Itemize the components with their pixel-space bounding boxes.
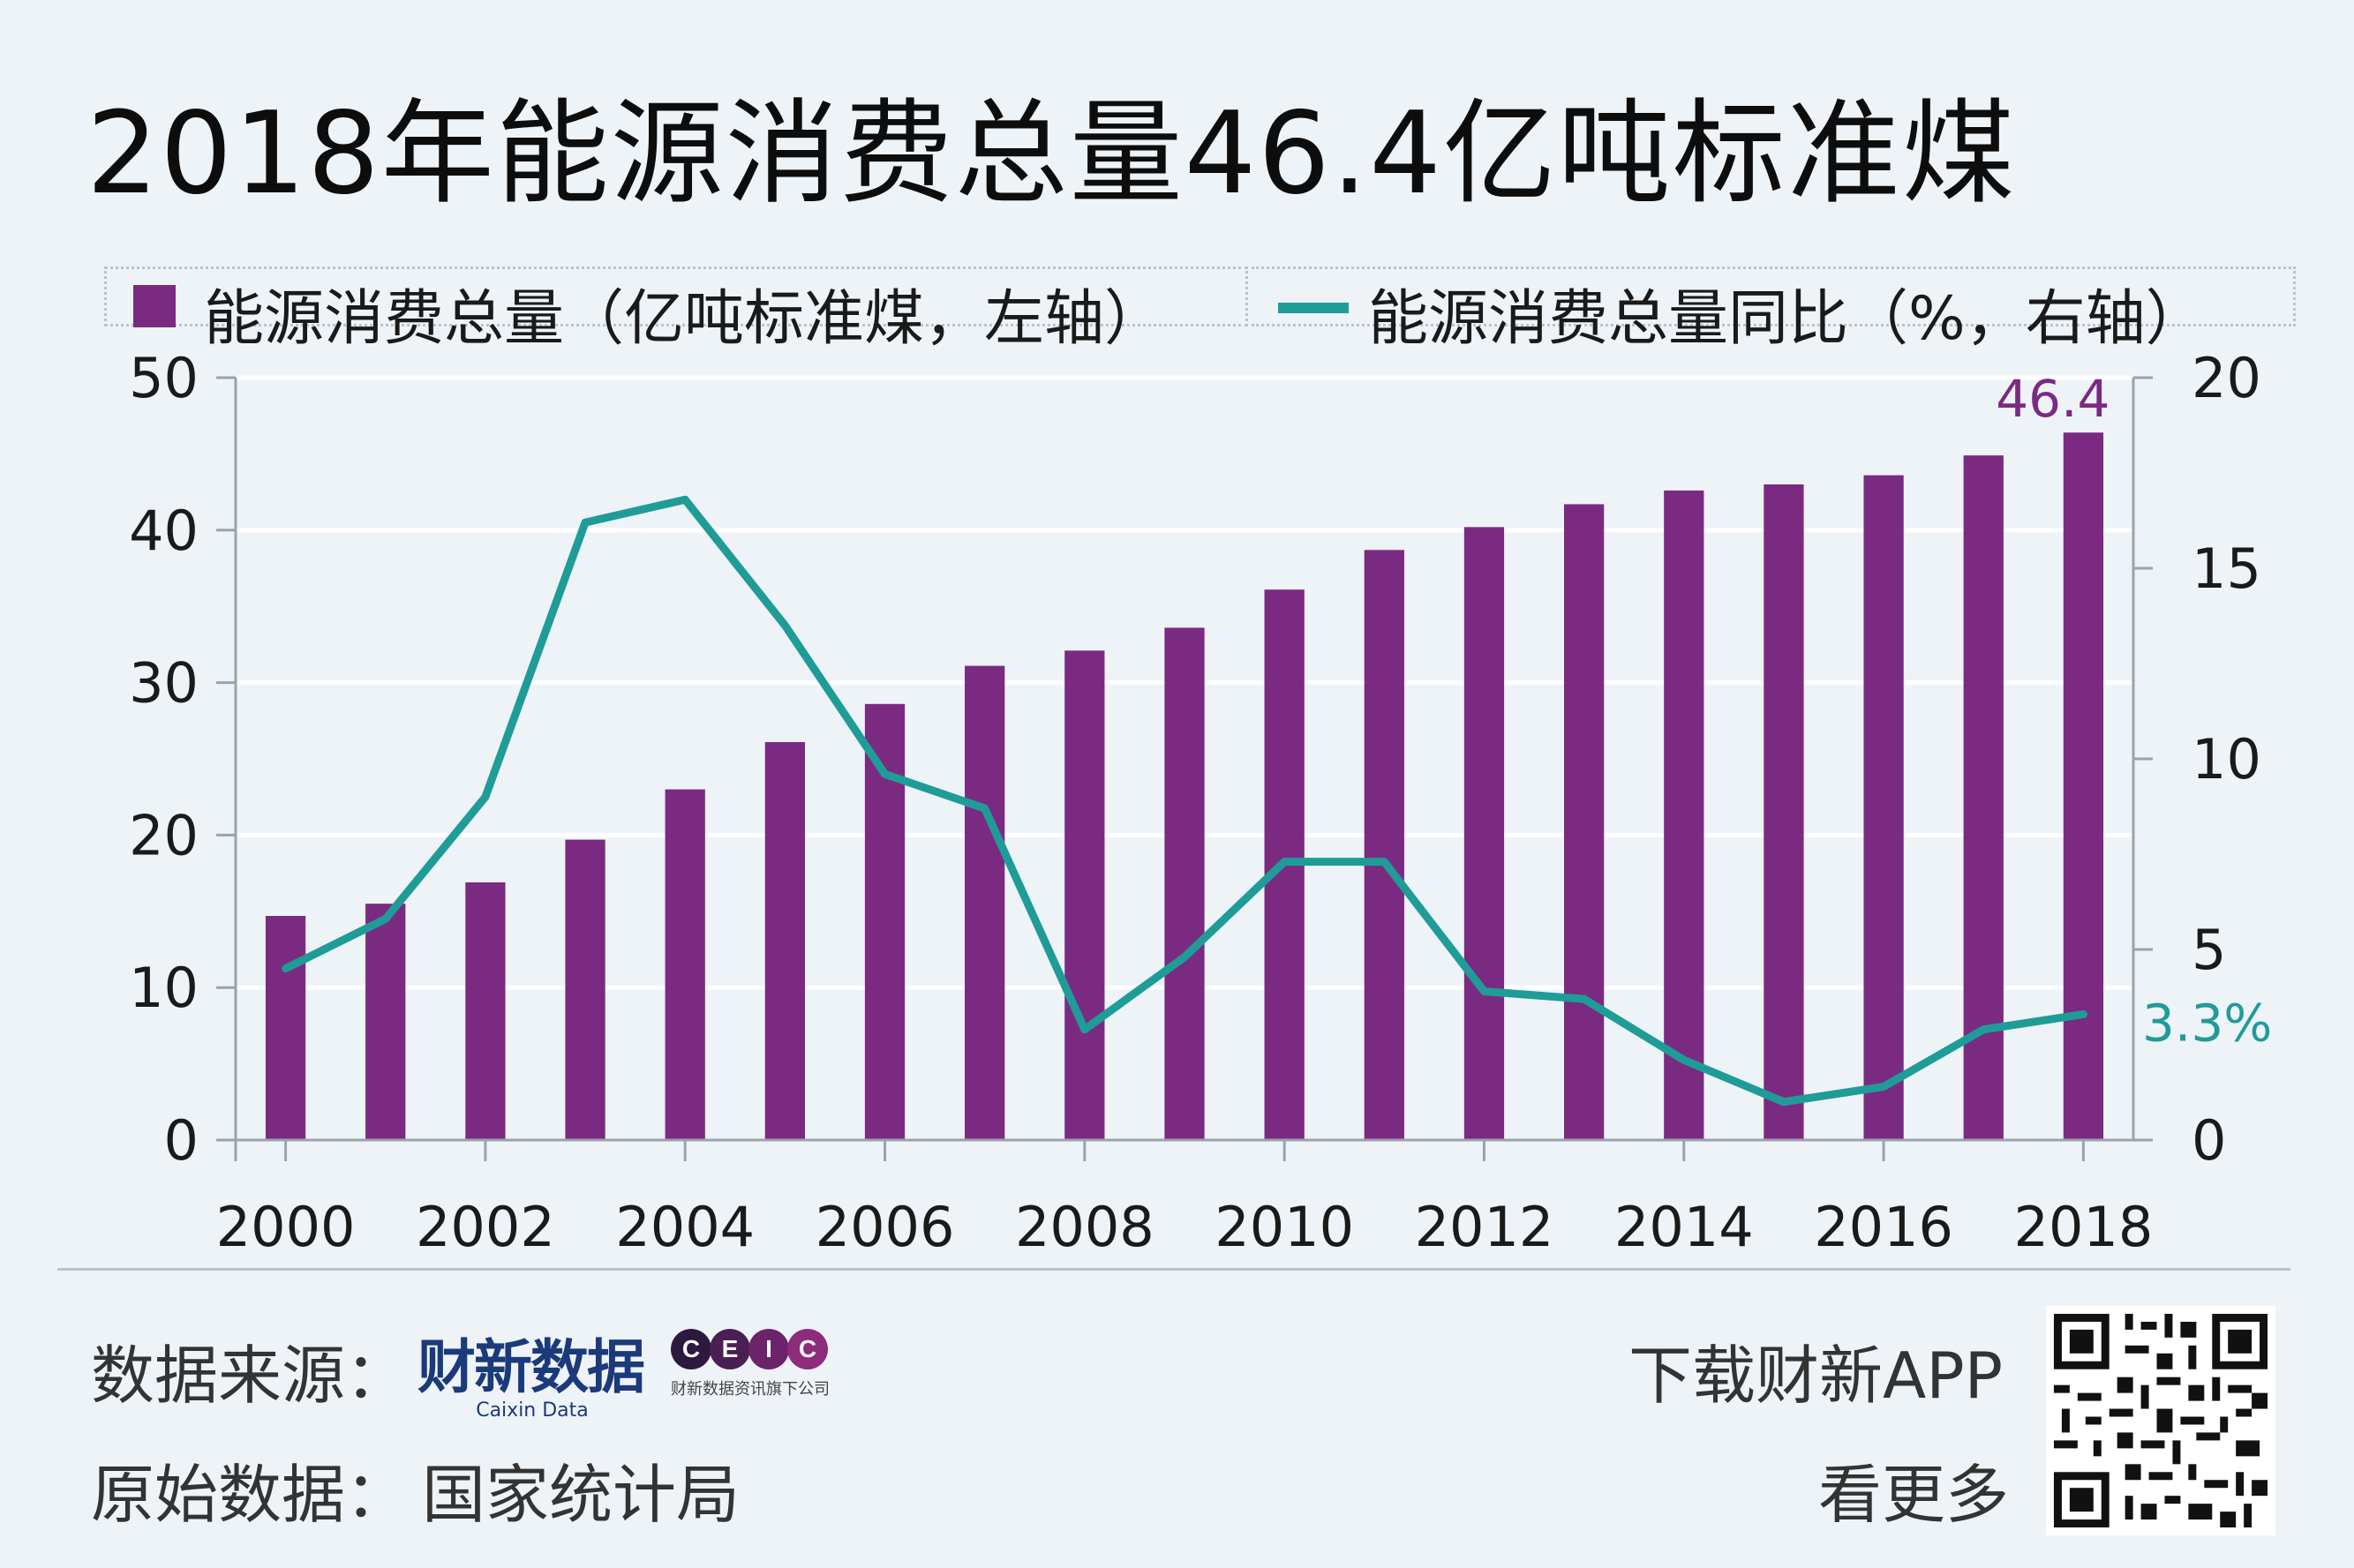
right-tick-label: 0: [2192, 1108, 2226, 1173]
bar: [2063, 432, 2104, 1140]
bar: [1064, 650, 1105, 1140]
bar: [1664, 490, 1704, 1140]
bar: [1764, 484, 1804, 1140]
legend-line-swatch: [1278, 303, 1349, 313]
right-tick-label: 10: [2192, 727, 2261, 792]
yoy-line: [282, 495, 2087, 1107]
x-tick-label: 2000: [216, 1195, 356, 1259]
right-tick-label: 20: [2192, 346, 2261, 410]
ceic-letter: I: [748, 1329, 789, 1369]
left-tick-label: 40: [129, 499, 199, 563]
left-tick-label: 30: [129, 651, 199, 716]
x-tick-label: 2018: [2014, 1195, 2154, 1259]
source-label: 数据来源：: [91, 1339, 410, 1413]
bar: [1164, 627, 1205, 1140]
bar: [764, 741, 805, 1140]
qr-code-icon[interactable]: [2046, 1306, 2275, 1535]
caixin-logo-sub: Caixin Data: [476, 1399, 589, 1422]
legend-bar-label: 能源消费总量（亿吨标准煤，左轴）: [204, 284, 1165, 354]
chart-title: 2018年能源消费总量46.4亿吨标准煤: [86, 88, 2017, 220]
legend-bar-swatch: [133, 285, 176, 327]
origin-value: 国家统计局: [422, 1458, 741, 1532]
right-tick-label: 15: [2192, 536, 2261, 601]
ceic-letter: C: [787, 1329, 828, 1369]
legend-bar-box: 能源消费总量（亿吨标准煤，左轴）: [104, 266, 1248, 354]
legend-line-label: 能源消费总量同比（%，右轴）: [1368, 284, 2206, 354]
bar: [665, 789, 705, 1140]
ceic-letter: E: [710, 1329, 750, 1369]
tick-labels: 0 10 20 30 40 50 0 5 10 15 20 2000 2002 2004 2006 2008 2…: [129, 346, 2272, 1259]
bar: [965, 665, 1005, 1140]
x-tick-label: 2006: [816, 1195, 955, 1259]
left-tick-label: 10: [129, 956, 199, 1020]
bar: [1364, 550, 1404, 1140]
combo-chart: 0 10 20 30 40 50 0 5 10 15 20 2000 2002 2004 2006 2008 2…: [129, 346, 2272, 1259]
x-tick-label: 2008: [1015, 1195, 1154, 1259]
footer-divider: [57, 1268, 2290, 1271]
bar: [1564, 504, 1605, 1140]
caixin-logo-text: 财新数据: [417, 1332, 645, 1401]
left-tick-label: 20: [129, 803, 199, 867]
x-tick-label: 2004: [615, 1195, 755, 1259]
x-tick-label: 2002: [416, 1195, 555, 1259]
left-tick-label: 50: [129, 346, 199, 410]
bar: [565, 839, 605, 1140]
x-tick-label: 2012: [1415, 1195, 1554, 1259]
see-more-label: 看更多: [1818, 1458, 2010, 1532]
origin-label: 原始数据：: [91, 1458, 410, 1532]
caixin-data-logo: 财新数据 Caixin Data: [417, 1320, 647, 1422]
x-tick-label: 2010: [1215, 1195, 1354, 1259]
legend-line-box: 能源消费总量同比（%，右轴）: [1252, 266, 2296, 354]
line-last-label: 3.3%: [2142, 993, 2272, 1053]
ceic-sub: 财新数据资讯旗下公司: [671, 1380, 830, 1399]
bar: [465, 882, 506, 1140]
x-tick-label: 2016: [1814, 1195, 1953, 1259]
bar: [265, 915, 306, 1140]
download-app-label: 下载财新APP: [1628, 1339, 2004, 1413]
bar-last-label: 46.4: [1996, 369, 2110, 429]
bar-series: [265, 432, 2104, 1140]
legend: 能源消费总量（亿吨标准煤，左轴） 能源消费总量同比（%，右轴）: [104, 256, 2296, 354]
left-tick-label: 0: [164, 1108, 199, 1173]
ceic-logo: C E I C 财新数据资讯旗下公司: [671, 1329, 847, 1417]
ceic-letter: C: [671, 1329, 711, 1369]
bar: [365, 904, 406, 1140]
line-series: [282, 495, 2087, 1107]
x-tick-label: 2014: [1614, 1195, 1754, 1259]
right-tick-label: 5: [2192, 918, 2226, 982]
bar: [1463, 527, 1505, 1140]
axes: [216, 376, 2153, 1161]
bar: [1863, 475, 1904, 1140]
